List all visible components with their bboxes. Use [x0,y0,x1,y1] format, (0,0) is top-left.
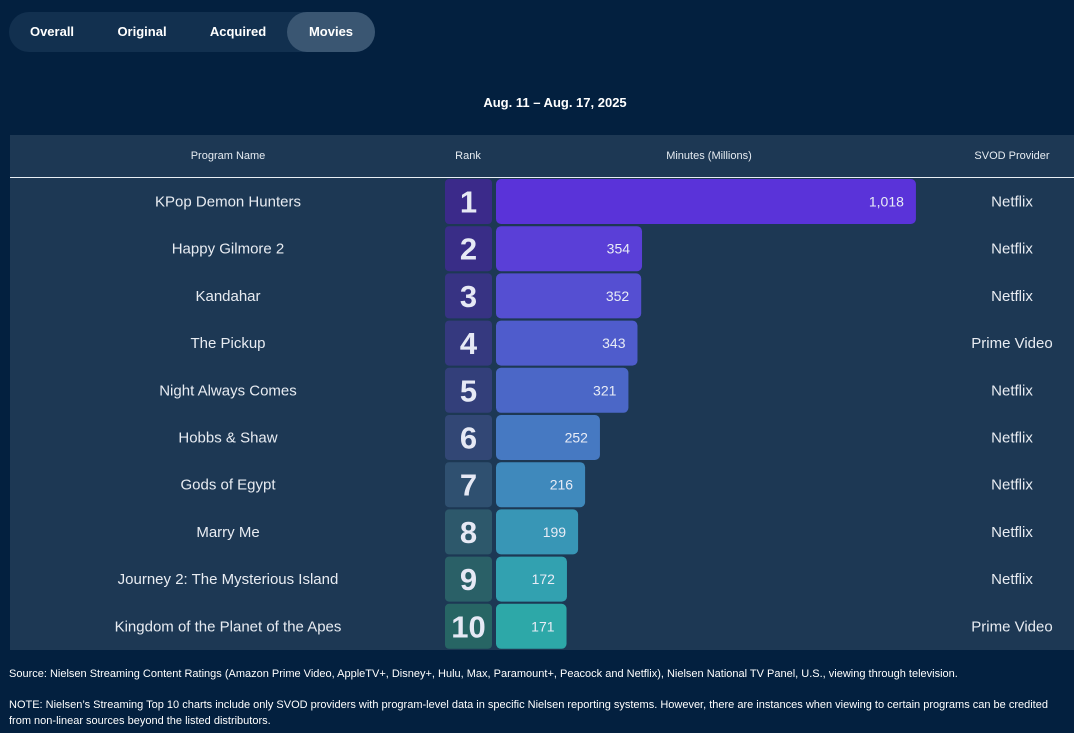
bar [496,509,579,555]
tab-overall[interactable]: Overall [29,24,75,39]
header-svod-provider: SVOD Provider [974,150,1050,162]
tab-movies[interactable]: Movies [287,12,375,52]
rank-box [445,367,492,413]
bar-value-label: 171 [531,618,555,634]
rank-number: 6 [460,421,477,456]
program-name: KPop Demon Hunters [155,194,301,211]
bar-value-label: 252 [565,430,589,446]
bar-value-label: 172 [532,571,556,587]
svod-provider: Netflix [991,524,1033,541]
svod-provider: Netflix [991,382,1033,399]
rank-box [445,509,492,555]
bar-value-label: 321 [593,382,617,398]
rank-number: 8 [460,515,477,550]
rank-box [445,226,492,272]
date-range-title: Aug. 11 – Aug. 17, 2025 [483,95,627,110]
bar [496,462,586,508]
tab-acquired[interactable]: Acquired [209,24,267,39]
program-name: Marry Me [196,524,259,541]
svod-provider: Netflix [991,430,1033,447]
bar-value-label: 199 [543,524,567,540]
rank-box [445,320,492,366]
header-minutes: Minutes (Millions) [666,150,752,162]
bar-value-label: 354 [607,241,631,257]
rank-box [445,179,492,224]
program-name: Hobbs & Shaw [178,430,277,447]
rank-number: 2 [460,232,477,267]
tab-bar: Overall Original Acquired Movies [9,12,375,52]
program-name: Gods of Egypt [180,477,276,494]
program-name: The Pickup [190,335,265,352]
bar [496,273,642,319]
svod-provider: Netflix [991,571,1033,588]
bar [496,179,916,224]
header-rank: Rank [455,150,481,162]
header-program-name: Program Name [190,150,266,162]
rank-number: 3 [460,279,477,314]
svod-provider: Prime Video [971,335,1052,352]
bar-value-label: 352 [606,288,630,304]
svod-provider: Prime Video [971,618,1052,635]
rank-box [445,273,492,319]
rank-box [445,415,492,460]
bar-value-label: 343 [602,335,626,351]
footnote: NOTE: Nielsen’s Streaming Top 10 charts … [9,699,1048,727]
rank-box [445,556,492,602]
bar [496,320,638,366]
bar [496,415,600,460]
svod-provider: Netflix [991,477,1033,494]
rank-box [445,462,492,508]
program-name: Kandahar [195,288,260,305]
header-divider [10,177,1074,178]
tab-original[interactable]: Original [117,24,167,39]
program-name: Happy Gilmore 2 [172,241,285,258]
rank-number: 5 [460,373,477,408]
rank-number: 1 [460,185,477,220]
svod-provider: Netflix [991,194,1033,211]
rank-number: 9 [460,562,477,597]
rank-box [445,603,492,649]
source-note: Source: Nielsen Streaming Content Rating… [9,668,958,680]
bar-value-label: 216 [550,477,574,493]
rank-number: 4 [460,326,478,361]
bar [496,556,567,602]
bar [496,367,629,413]
program-name: Kingdom of the Planet of the Apes [115,618,342,635]
table-header: Program Name Rank Minutes (Millions) SVO… [10,135,1074,177]
rank-number: 7 [460,468,477,503]
bar [496,226,643,272]
bar-value-label: 1,018 [869,194,904,210]
program-name: Night Always Comes [159,382,297,399]
rank-number: 10 [451,609,485,644]
program-name: Journey 2: The Mysterious Island [118,571,339,588]
svod-provider: Netflix [991,288,1033,305]
svod-provider: Netflix [991,241,1033,258]
bar [496,603,567,649]
